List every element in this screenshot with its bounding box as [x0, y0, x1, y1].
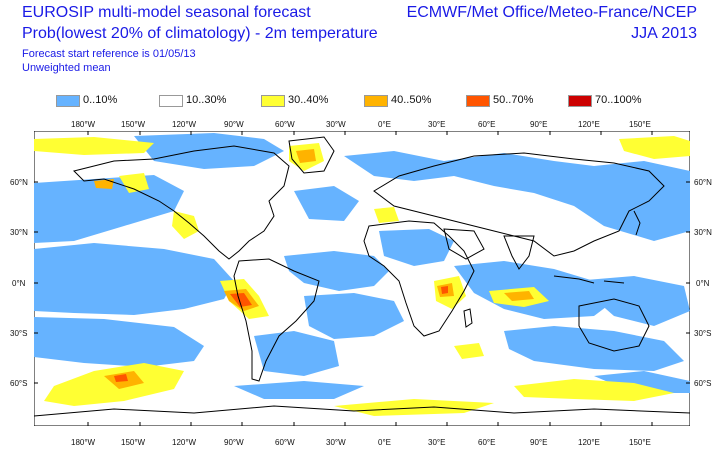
- lat-label-left: 0°N: [12, 279, 26, 288]
- lat-label-left: 60°S: [10, 379, 28, 388]
- lon-label-bottom: 60°E: [478, 438, 496, 447]
- lat-label-left: 60°N: [10, 178, 28, 187]
- legend-label: 70..100%: [595, 94, 642, 106]
- legend-swatch: [159, 95, 183, 107]
- lon-label-top: 120°W: [172, 120, 197, 129]
- lon-label-bottom: 150°W: [121, 438, 146, 447]
- legend-swatch: [364, 95, 388, 107]
- lon-label-bottom: 0°E: [378, 438, 391, 447]
- blue-regions: [34, 133, 690, 399]
- mean-type: Unweighted mean: [22, 62, 111, 74]
- legend-label: 30..40%: [288, 94, 329, 106]
- centres-label: ECMWF/Met Office/Meteo-France/NCEP: [406, 4, 697, 21]
- lon-label-bottom: 30°E: [428, 438, 446, 447]
- lon-label-top: 180°W: [71, 120, 96, 129]
- lon-label-top: 60°E: [478, 120, 496, 129]
- lat-label-right: 0°N: [696, 279, 710, 288]
- legend-swatch: [56, 95, 80, 107]
- lon-label-top: 60°W: [275, 120, 295, 129]
- season-label: JJA 2013: [631, 25, 697, 42]
- lat-label-right: 30°S: [694, 329, 712, 338]
- forecast-map: [34, 131, 690, 426]
- lat-label-right: 60°N: [694, 178, 712, 187]
- coastlines: [34, 136, 690, 417]
- lat-label-left: 30°S: [10, 329, 28, 338]
- lon-label-bottom: 90°E: [530, 438, 548, 447]
- lon-label-bottom: 150°E: [629, 438, 651, 447]
- lat-label-left: 30°N: [10, 228, 28, 237]
- legend-label: 50..70%: [493, 94, 534, 106]
- lon-label-top: 30°W: [326, 120, 346, 129]
- legend-swatch: [261, 95, 285, 107]
- lat-label-right: 30°N: [694, 228, 712, 237]
- forecast-map-svg: [34, 131, 690, 426]
- legend-swatch: [568, 95, 592, 107]
- lon-label-bottom: 60°W: [275, 438, 295, 447]
- lon-label-bottom: 90°W: [224, 438, 244, 447]
- lon-label-bottom: 120°W: [172, 438, 197, 447]
- lon-label-bottom: 180°W: [71, 438, 96, 447]
- lon-label-top: 30°E: [428, 120, 446, 129]
- lon-label-top: 90°E: [530, 120, 548, 129]
- map-subtitle: Prob(lowest 20% of climatology) - 2m tem…: [22, 25, 378, 42]
- legend-swatch: [466, 95, 490, 107]
- lon-label-bottom: 30°W: [326, 438, 346, 447]
- lon-label-top: 150°W: [121, 120, 146, 129]
- lon-label-bottom: 120°E: [578, 438, 600, 447]
- redorange-regions: [114, 286, 448, 382]
- map-title: EUROSIP multi-model seasonal forecast: [22, 4, 311, 21]
- lon-label-top: 90°W: [224, 120, 244, 129]
- lat-label-right: 60°S: [694, 379, 712, 388]
- forecast-reference: Forecast start reference is 01/05/13: [22, 48, 196, 60]
- lon-label-top: 0°E: [378, 120, 391, 129]
- legend-label: 10..30%: [186, 94, 227, 106]
- lon-label-top: 150°E: [629, 120, 651, 129]
- legend-label: 0..10%: [83, 94, 118, 106]
- graticule-ticks: [34, 131, 690, 426]
- legend-label: 40..50%: [391, 94, 432, 106]
- lon-label-top: 120°E: [578, 120, 600, 129]
